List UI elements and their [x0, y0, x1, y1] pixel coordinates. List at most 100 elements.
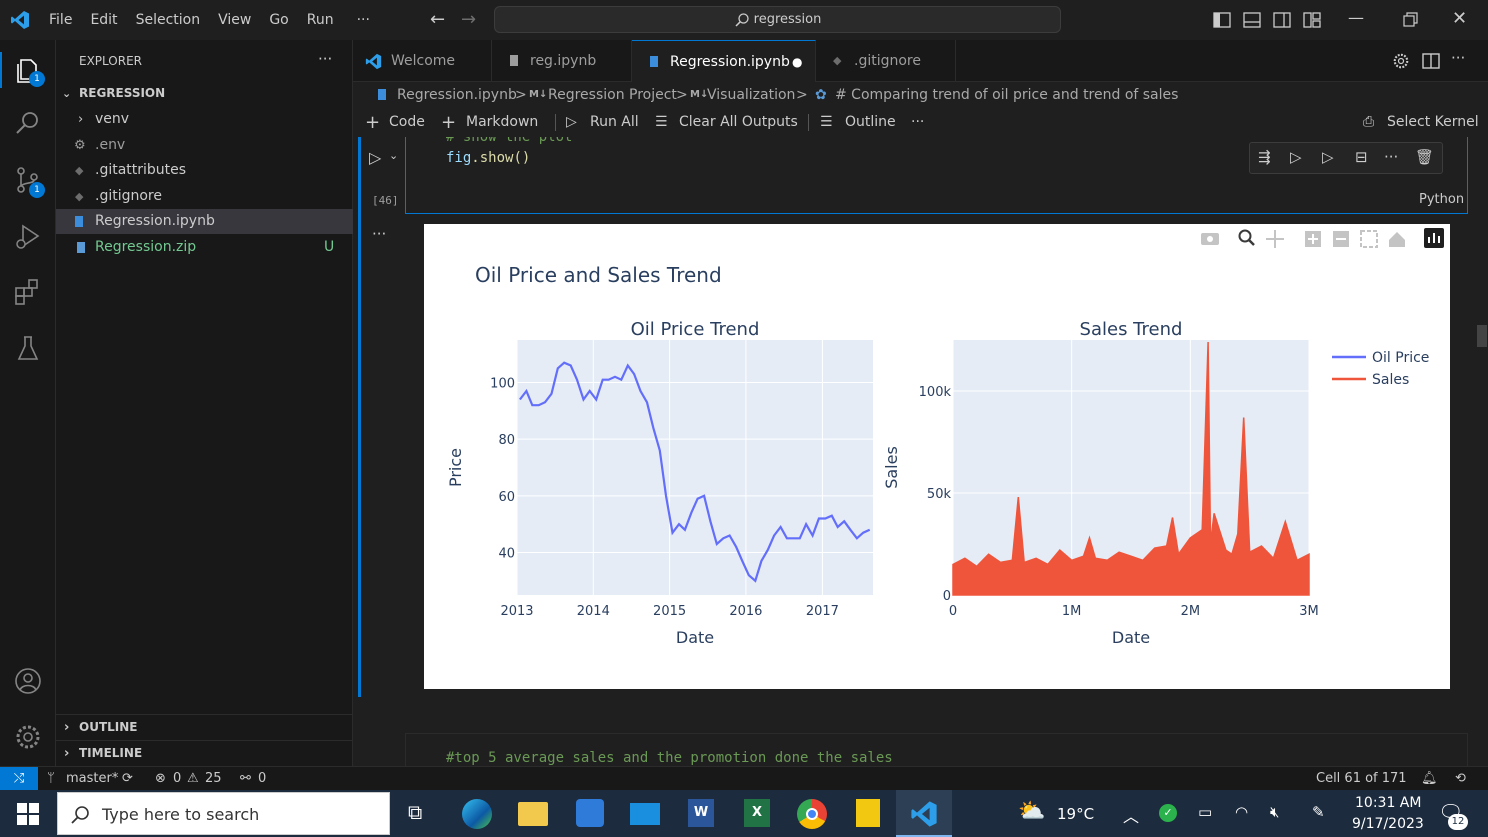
settings-gear-icon[interactable]: [1391, 51, 1411, 71]
execute-below-icon[interactable]: ▷: [1322, 148, 1334, 166]
tree-item-gitattributes[interactable]: ◆ .gitattributes: [56, 158, 353, 183]
toolbar-more-button[interactable]: ···: [911, 114, 925, 130]
breadcrumb-md2[interactable]: Visualization: [707, 87, 796, 103]
sync-icon[interactable]: ⟳: [122, 771, 133, 786]
ports-count[interactable]: 0: [258, 771, 267, 786]
command-center-search[interactable]: regression: [494, 6, 1061, 33]
weather-temp[interactable]: 19°C: [1057, 805, 1095, 823]
tray-chevron-up-icon[interactable]: ︿: [1123, 807, 1140, 826]
windows-start-icon[interactable]: [17, 803, 39, 825]
run-cell-icon[interactable]: ▷: [369, 148, 382, 167]
vertical-scrollbar-thumb[interactable]: [1477, 325, 1487, 347]
store-icon[interactable]: [576, 799, 604, 827]
legend-item-sales[interactable]: Sales: [1332, 372, 1409, 388]
chrome-icon[interactable]: [797, 799, 827, 829]
chevron-down-icon[interactable]: ⌄: [389, 149, 399, 162]
toggle-panel-icon[interactable]: [1242, 10, 1262, 30]
file-explorer-icon[interactable]: [518, 802, 548, 826]
zoom-in-icon[interactable]: [1305, 231, 1321, 247]
select-kernel-button[interactable]: Select Kernel: [1387, 114, 1479, 130]
security-shield-icon[interactable]: ✓: [1159, 804, 1177, 822]
tab-reg-ipynb[interactable]: reg.ipynb: [492, 40, 632, 82]
source-control-icon[interactable]: [12, 164, 44, 196]
close-window-icon[interactable]: ✕: [1452, 8, 1468, 29]
zoom-icon[interactable]: [1238, 229, 1255, 246]
settings-gear-icon[interactable]: [12, 721, 44, 753]
folder-regression[interactable]: ⌄ REGRESSION: [62, 86, 166, 100]
execute-above-icon[interactable]: ⇶: [1258, 148, 1271, 166]
cell-language[interactable]: Python: [1419, 192, 1465, 207]
tree-item-regression-zip[interactable]: Regression.zip U: [56, 235, 353, 260]
menu-selection[interactable]: Selection: [135, 12, 201, 28]
menu-view[interactable]: View: [218, 12, 252, 28]
weather-icon[interactable]: ⛅: [1018, 799, 1046, 824]
plotly-logo-icon[interactable]: [1424, 228, 1444, 248]
unsaved-dot[interactable]: ●: [792, 55, 803, 69]
extensions-icon[interactable]: [12, 276, 44, 308]
run-debug-icon[interactable]: [12, 220, 44, 252]
breadcrumb-md1[interactable]: Regression Project: [548, 87, 677, 103]
battery-icon[interactable]: ▭: [1198, 803, 1213, 821]
breadcrumb-cell[interactable]: # Comparing trend of oil price and trend…: [835, 87, 1179, 103]
reset-home-icon[interactable]: [1389, 232, 1405, 247]
menu-file[interactable]: File: [49, 12, 73, 28]
taskbar-search[interactable]: Type here to search: [57, 792, 390, 835]
restore-icon[interactable]: [1400, 10, 1420, 30]
zoom-out-icon[interactable]: [1333, 231, 1349, 247]
wifi-icon[interactable]: ◠: [1235, 803, 1249, 821]
branch-name[interactable]: master*: [66, 771, 119, 786]
mail-icon[interactable]: [630, 803, 660, 825]
warning-count[interactable]: 25: [205, 771, 222, 786]
word-icon[interactable]: W: [688, 799, 714, 827]
output-more-button[interactable]: ···: [372, 225, 387, 243]
timeline-section[interactable]: › TIMELINE: [56, 740, 353, 765]
split-editor-icon[interactable]: [1421, 51, 1441, 71]
power-bi-icon[interactable]: [856, 799, 880, 827]
menu-go[interactable]: Go: [269, 12, 289, 28]
feedback-icon[interactable]: ⟲: [1455, 771, 1466, 786]
vscode-logo-icon[interactable]: [0, 0, 40, 40]
outline-button[interactable]: Outline: [845, 114, 896, 130]
vscode-taskbar-button[interactable]: [896, 790, 952, 837]
testing-flask-icon[interactable]: [12, 332, 44, 364]
code-line[interactable]: fig.show(): [446, 150, 531, 166]
toggle-primary-sidebar-icon[interactable]: [1212, 10, 1232, 30]
breadcrumb-file[interactable]: Regression.ipynb: [397, 87, 517, 103]
tree-item-venv[interactable]: › venv: [56, 107, 353, 132]
execute-cell-icon[interactable]: ▷: [1290, 148, 1302, 166]
autoscale-icon[interactable]: [1360, 230, 1378, 248]
outline-section[interactable]: › OUTLINE: [56, 714, 353, 739]
add-code-button[interactable]: Code: [389, 114, 425, 130]
tree-item-regression-ipynb[interactable]: Regression.ipynb: [56, 209, 353, 234]
tree-item-env[interactable]: ⚙ .env: [56, 133, 353, 158]
excel-icon[interactable]: X: [744, 799, 770, 827]
volume-muted-icon[interactable]: 🔇︎: [1270, 803, 1280, 821]
tab-regression-ipynb[interactable]: Regression.ipynb ●: [632, 40, 816, 82]
cell-more-icon[interactable]: ···: [1384, 148, 1399, 166]
add-markdown-button[interactable]: Markdown: [466, 114, 539, 130]
minimize-icon[interactable]: —: [1348, 8, 1364, 27]
menu-more[interactable]: ···: [356, 12, 370, 28]
task-view-icon[interactable]: ⧉: [408, 800, 423, 824]
forward-arrow-icon[interactable]: →: [461, 9, 477, 30]
cell-position[interactable]: Cell 61 of 171: [1316, 771, 1407, 786]
search-icon[interactable]: [12, 108, 44, 140]
pen-icon[interactable]: ✎: [1312, 803, 1325, 821]
split-cell-icon[interactable]: ⊟: [1355, 148, 1368, 166]
legend-item-oil-price[interactable]: Oil Price: [1332, 350, 1429, 366]
next-code-cell[interactable]: [405, 733, 1468, 766]
clock-date[interactable]: 9/17/2023: [1352, 816, 1424, 832]
error-count[interactable]: 0: [173, 771, 182, 786]
run-all-button[interactable]: Run All: [590, 114, 639, 130]
tab-welcome[interactable]: Welcome: [353, 40, 492, 82]
tab-gitignore[interactable]: ◆ .gitignore: [816, 40, 956, 82]
customize-layout-icon[interactable]: [1302, 10, 1322, 30]
menu-run[interactable]: Run: [306, 12, 334, 28]
camera-icon[interactable]: [1201, 233, 1219, 245]
edge-icon[interactable]: [462, 799, 492, 829]
bell-icon[interactable]: 🔔︎: [1421, 771, 1438, 786]
explorer-more-button[interactable]: ···: [318, 50, 333, 68]
pan-icon[interactable]: [1266, 230, 1284, 248]
delete-cell-icon[interactable]: 🗑: [1415, 148, 1435, 166]
accounts-icon[interactable]: [12, 665, 44, 697]
